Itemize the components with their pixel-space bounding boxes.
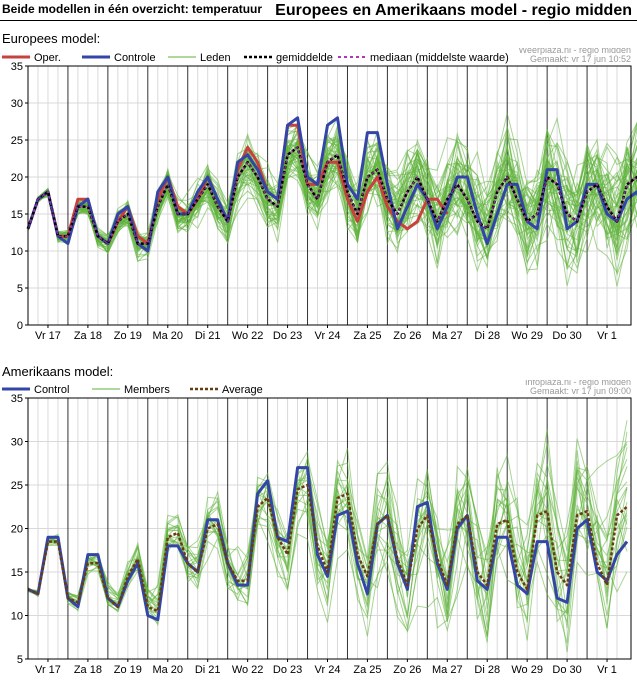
- legend-leden-label: Leden: [200, 52, 231, 64]
- y-tick-label: 10: [11, 246, 23, 258]
- x-tick-label: Ma 20: [152, 664, 183, 676]
- x-tick-label: Vr 24: [315, 330, 341, 342]
- x-tick-label: Za 25: [353, 330, 381, 342]
- y-tick-label: 0: [17, 320, 23, 332]
- x-tick-label: Ma 20: [152, 330, 183, 342]
- member-line: [27, 466, 628, 627]
- x-tick-label: Za 25: [353, 664, 381, 676]
- ecmwf-chart: 0 5 10 15 20 25 30 35 Vr 17 Za 18 Zo 19 Ma 20 Di 21 W…: [2, 48, 637, 342]
- x-tick-label: Vr 1: [597, 664, 617, 676]
- x-tick-label: Zo 26: [393, 330, 421, 342]
- made-label: Gemaakt: vr 17 jun 09:00: [530, 386, 631, 396]
- x-tick-label: Wo 22: [232, 330, 264, 342]
- x-tick-label: Zo 26: [393, 664, 421, 676]
- source-label: Infoplaza.nl - regio midden: [525, 380, 631, 387]
- x-tick-label: Di 21: [195, 664, 221, 676]
- member-line: [27, 471, 628, 637]
- y-tick-label: 15: [11, 567, 23, 579]
- x-tick-label: Di 28: [474, 664, 500, 676]
- legend-controle-label: Controle: [114, 52, 156, 64]
- y-tick-label: 5: [17, 283, 23, 295]
- legend-members-label: Members: [124, 384, 170, 396]
- x-tick-label: Do 30: [552, 664, 581, 676]
- x-tick-label: Vr 1: [597, 330, 617, 342]
- header-right-title: Europees en Amerikaans model - regio mid…: [275, 2, 632, 19]
- legend-gemiddelde-label: gemiddelde: [276, 52, 333, 64]
- x-tick-label: Wo 29: [511, 664, 543, 676]
- legend-oper-label: Oper.: [34, 52, 61, 64]
- y-tick-label: 30: [11, 437, 23, 449]
- legend: Oper. Controle Leden gemiddelde mediaan (mid…: [2, 52, 509, 64]
- average-line: [27, 483, 628, 613]
- x-tick-label: Di 28: [474, 330, 500, 342]
- y-tick-label: 15: [11, 209, 23, 221]
- legend-average-label: Average: [222, 384, 263, 396]
- control-line: [27, 466, 629, 622]
- x-tick-label: Vr 24: [315, 664, 341, 676]
- y-tick-label: 20: [11, 524, 23, 536]
- x-tick-label: Zo 19: [114, 664, 142, 676]
- y-tick-label: 10: [11, 611, 23, 623]
- gfs-section-label: Amerikaans model:: [2, 364, 114, 379]
- x-tick-label: Wo 22: [232, 664, 264, 676]
- y-tick-label: 25: [11, 480, 23, 492]
- x-tick-label: Za 18: [74, 330, 102, 342]
- ecmwf-section-label: Europees model:: [2, 31, 101, 46]
- x-tick-label: Ma 27: [432, 330, 463, 342]
- member-line: [27, 464, 628, 653]
- median-line: [27, 146, 637, 245]
- x-tick-label: Wo 29: [511, 330, 543, 342]
- source-label: Weerplaza.nl - regio midden: [519, 48, 631, 55]
- plot-frame: [27, 397, 632, 660]
- x-tick-label: Vr 17: [35, 330, 61, 342]
- legend: Control Members Average: [2, 384, 263, 396]
- y-tick-label: 20: [11, 172, 23, 184]
- y-tick-label: 30: [11, 98, 23, 110]
- member-line: [27, 144, 637, 250]
- header-divider: [0, 20, 637, 21]
- x-tick-label: Vr 17: [35, 664, 61, 676]
- x-tick-label: Do 23: [273, 330, 302, 342]
- x-tick-label: Do 23: [273, 664, 302, 676]
- header-left-title: Beide modellen in één overzicht: tempera…: [2, 2, 263, 16]
- x-tick-label: Do 30: [552, 330, 581, 342]
- y-tick-label: 25: [11, 135, 23, 147]
- x-tick-label: Ma 27: [432, 664, 463, 676]
- plot-frame: [27, 65, 632, 326]
- legend-mediaan-label: mediaan (middelste waarde): [370, 52, 509, 64]
- y-tick-label: 35: [11, 393, 23, 405]
- x-tick-label: Zo 19: [114, 330, 142, 342]
- legend-control-label: Control: [34, 384, 69, 396]
- y-tick-label: 35: [11, 61, 23, 73]
- made-label: Gemaakt: vr 17 jun 10:52: [530, 54, 631, 64]
- plot-background: [28, 66, 631, 325]
- gfs-chart: 5 10 15 20 25 30 35 Vr 17 Za 18 Zo 19 Ma 20 Di 21 Wo…: [2, 380, 632, 676]
- y-tick-label: 5: [17, 654, 23, 666]
- x-tick-label: Za 18: [74, 664, 102, 676]
- x-tick-label: Di 21: [195, 330, 221, 342]
